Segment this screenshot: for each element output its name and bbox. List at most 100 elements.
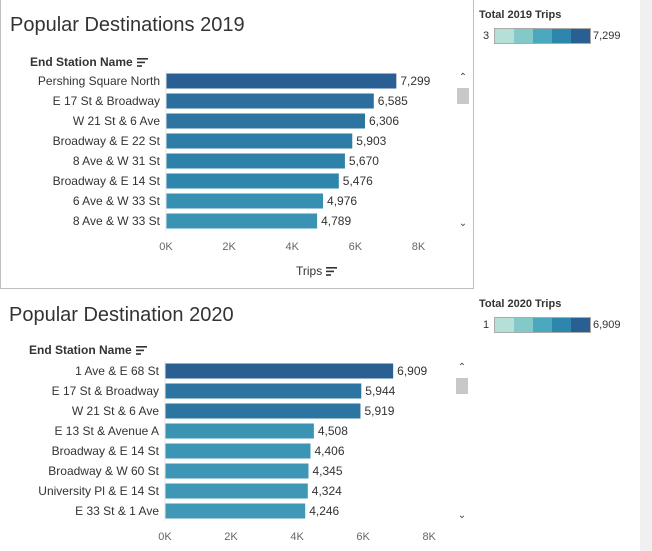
bar xyxy=(166,153,345,169)
x-tick-label: 4K xyxy=(285,241,299,253)
category-header-label: End Station Name xyxy=(30,55,133,69)
legend-title-2019: Total 2019 Trips xyxy=(479,9,562,21)
legend-title-2020: Total 2020 Trips xyxy=(479,298,562,310)
bar xyxy=(166,173,339,189)
bar xyxy=(165,403,361,419)
data-label: 5,919 xyxy=(364,404,394,418)
chart-panel-2020: Popular Destination 2020 End Station Nam… xyxy=(0,296,474,551)
x-axis-title-label: Trips xyxy=(296,264,323,278)
bar-chart-2020: 1 Ave & E 68 St 6,909 E 17 St & Broadway 5,… xyxy=(38,361,437,543)
scrollbar-2019[interactable]: ⌃ ⌄ xyxy=(456,72,470,230)
x-tick-label: 6K xyxy=(356,531,370,543)
scrollbar-2020[interactable]: ⌃ ⌄ xyxy=(455,362,469,522)
category-label: E 13 St & Avenue A xyxy=(54,424,159,438)
category-label: W 21 St & 6 Ave xyxy=(72,404,159,418)
data-label: 4,345 xyxy=(312,464,342,478)
category-label: Broadway & E 14 St xyxy=(52,444,160,458)
legend-max-2019: 7,299 xyxy=(593,30,621,42)
x-tick-label: 8K xyxy=(412,241,426,253)
category-label: 6 Ave & W 33 St xyxy=(73,194,161,208)
category-label: Broadway & E 22 St xyxy=(53,134,161,148)
category-label: Broadway & W 60 St xyxy=(48,464,159,478)
data-label: 6,585 xyxy=(378,94,408,108)
data-label: 5,903 xyxy=(356,134,386,148)
data-label: 4,406 xyxy=(315,444,345,458)
category-label: Pershing Square North xyxy=(38,74,160,88)
scroll-up-icon[interactable]: ⌃ xyxy=(457,362,467,373)
x-axis-title-2019[interactable]: Trips xyxy=(296,264,338,278)
data-label: 5,944 xyxy=(365,384,395,398)
category-label: E 33 St & 1 Ave xyxy=(75,504,159,518)
category-label: Broadway & E 14 St xyxy=(53,174,161,188)
data-label: 6,306 xyxy=(369,114,399,128)
bar xyxy=(165,503,306,519)
legend-color-ramp-2020 xyxy=(494,317,591,333)
data-label: 4,789 xyxy=(321,214,351,228)
x-tick-label: 8K xyxy=(422,531,436,543)
bar xyxy=(165,443,311,459)
legend-swatch xyxy=(495,318,514,332)
scroll-thumb[interactable] xyxy=(456,378,468,394)
legend-swatch xyxy=(514,318,533,332)
data-label: 6,909 xyxy=(397,364,427,378)
legend-swatch xyxy=(533,29,552,43)
data-label: 4,246 xyxy=(309,504,339,518)
category-header-label: End Station Name xyxy=(29,343,132,357)
bar xyxy=(166,93,374,109)
category-label: University Pl & E 14 St xyxy=(38,484,159,498)
sort-icon[interactable] xyxy=(136,58,148,68)
legend-swatch xyxy=(571,29,590,43)
legend-color-ramp-2019 xyxy=(494,28,591,44)
x-tick-label: 0K xyxy=(158,531,172,543)
category-header-2020[interactable]: End Station Name xyxy=(29,343,147,357)
category-header-2019[interactable]: End Station Name xyxy=(30,55,148,69)
scroll-up-icon[interactable]: ⌃ xyxy=(458,72,468,83)
data-label: 4,508 xyxy=(318,424,348,438)
legend-swatch xyxy=(514,29,533,43)
sort-icon[interactable] xyxy=(135,346,147,356)
scroll-thumb[interactable] xyxy=(457,88,469,104)
category-label: E 17 St & Broadway xyxy=(52,384,159,398)
data-label: 4,324 xyxy=(312,484,342,498)
bar-chart-2019: Pershing Square North 7,299 E 17 St & Broa… xyxy=(38,71,431,253)
legend-swatch xyxy=(552,29,571,43)
legend-swatch xyxy=(571,318,590,332)
bar xyxy=(165,463,309,479)
scroll-down-icon[interactable]: ⌄ xyxy=(457,510,467,521)
chart-panel-2019: Popular Destinations 2019 End Station Na… xyxy=(0,0,474,289)
data-label: 4,976 xyxy=(327,194,357,208)
data-label: 5,476 xyxy=(343,174,373,188)
category-label: W 21 St & 6 Ave xyxy=(73,114,160,128)
bar xyxy=(165,423,314,439)
bar xyxy=(166,73,397,89)
window-edge xyxy=(640,0,652,551)
legend-swatch xyxy=(533,318,552,332)
x-tick-label: 2K xyxy=(224,531,238,543)
category-label: E 17 St & Broadway xyxy=(53,94,160,108)
legend-min-2020: 1 xyxy=(483,319,490,331)
bar xyxy=(165,363,394,379)
legend-swatch xyxy=(552,318,571,332)
sort-icon[interactable] xyxy=(326,267,338,277)
data-label: 5,670 xyxy=(349,154,379,168)
data-label: 7,299 xyxy=(400,74,430,88)
bar xyxy=(165,383,362,399)
bar xyxy=(166,133,353,149)
chart-title-2019: Popular Destinations 2019 xyxy=(10,14,245,36)
category-label: 1 Ave & E 68 St xyxy=(75,364,160,378)
category-label: 8 Ave & W 31 St xyxy=(73,154,161,168)
bar xyxy=(166,193,324,209)
legend-max-2020: 6,909 xyxy=(593,319,621,331)
color-legend-2019: Total 2019 Trips 3 7,299 xyxy=(479,9,621,44)
bar xyxy=(166,213,318,229)
bar xyxy=(165,483,308,499)
x-tick-label: 6K xyxy=(349,241,363,253)
bar xyxy=(166,113,365,129)
chart-title-2020: Popular Destination 2020 xyxy=(9,304,234,326)
color-legend-2020: Total 2020 Trips 1 6,909 xyxy=(479,298,621,333)
x-tick-label: 4K xyxy=(290,531,304,543)
x-tick-label: 0K xyxy=(159,241,173,253)
category-label: 8 Ave & W 33 St xyxy=(73,214,161,228)
scroll-down-icon[interactable]: ⌄ xyxy=(458,218,468,229)
x-tick-label: 2K xyxy=(222,241,236,253)
